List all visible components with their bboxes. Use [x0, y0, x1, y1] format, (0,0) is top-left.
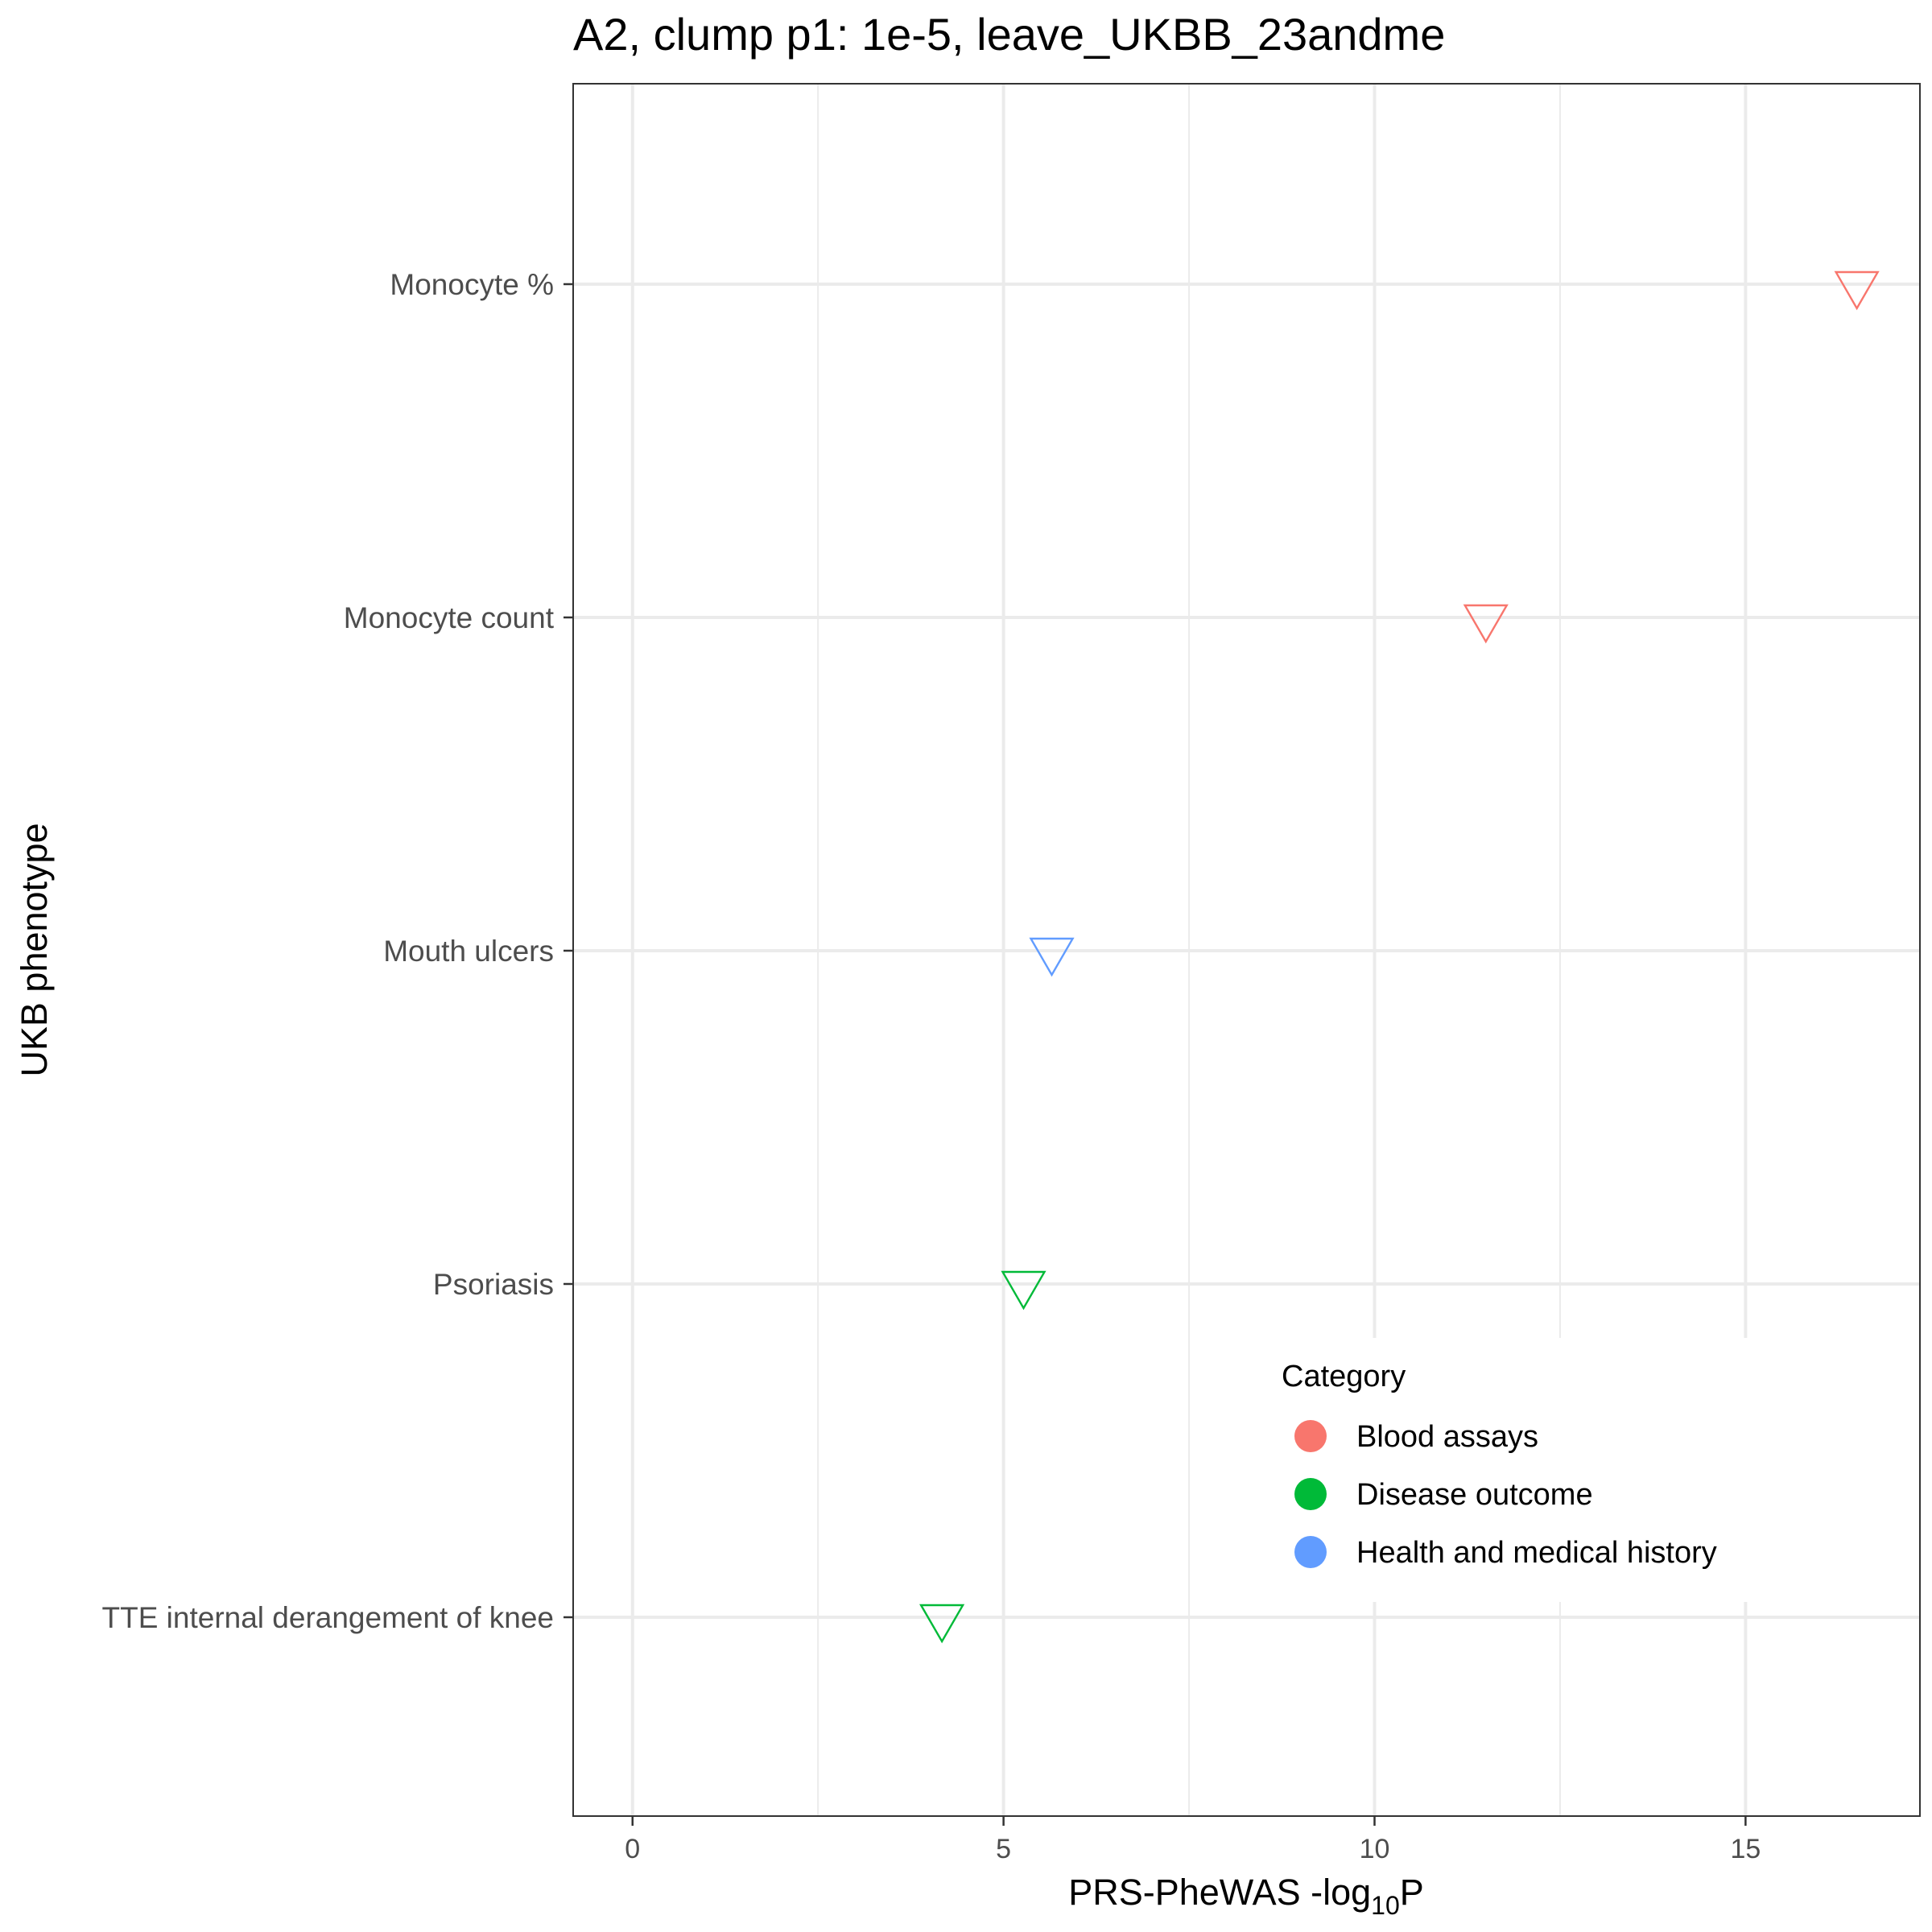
x-axis-title-suffix: P	[1400, 1872, 1424, 1913]
legend-background	[1261, 1338, 1779, 1602]
x-tick-label: 15	[1730, 1834, 1761, 1864]
grid-layer	[573, 84, 1920, 1816]
points-layer	[919, 270, 1880, 1644]
y-tick-label: TTE internal derangement of knee	[102, 1601, 555, 1634]
x-axis-title-subscript: 10	[1371, 1891, 1400, 1920]
y-tick-label: Monocyte count	[344, 601, 555, 634]
data-point-triangle	[1463, 604, 1509, 644]
y-tick-label: Monocyte %	[390, 268, 554, 301]
legend-key-circle	[1294, 1536, 1327, 1568]
y-tick-label: Psoriasis	[433, 1268, 554, 1301]
x-tick-label: 5	[996, 1834, 1011, 1864]
chart-title: A2, clump p1: 1e-5, leave_UKBB_23andme	[573, 9, 1445, 60]
legend-label: Health and medical history	[1356, 1536, 1717, 1570]
legend-key-circle	[1294, 1478, 1327, 1510]
y-tick-label: Mouth ulcers	[383, 935, 554, 968]
legend-key-circle	[1294, 1420, 1327, 1452]
x-axis-title: PRS-PheWAS -log10P	[1068, 1872, 1424, 1920]
data-point-triangle	[1001, 1270, 1046, 1311]
legend-label: Blood assays	[1356, 1420, 1538, 1454]
x-tick-label: 10	[1360, 1834, 1390, 1864]
x-tick-label: 0	[625, 1834, 640, 1864]
x-axis-title-prefix: PRS-PheWAS -log	[1068, 1872, 1371, 1913]
legend: Category Blood assays Disease outcome Healt…	[1261, 1338, 1779, 1602]
y-axis-title: UKB phenotype	[14, 823, 55, 1076]
data-point-triangle	[1834, 270, 1880, 311]
axes-layer: 0 5 10 15 Monocyte % Monocyte count Mouth ulce…	[102, 268, 1761, 1864]
legend-label: Disease outcome	[1356, 1478, 1593, 1512]
data-point-triangle	[919, 1604, 965, 1644]
legend-title: Category	[1282, 1360, 1406, 1393]
data-point-triangle	[1029, 937, 1075, 977]
